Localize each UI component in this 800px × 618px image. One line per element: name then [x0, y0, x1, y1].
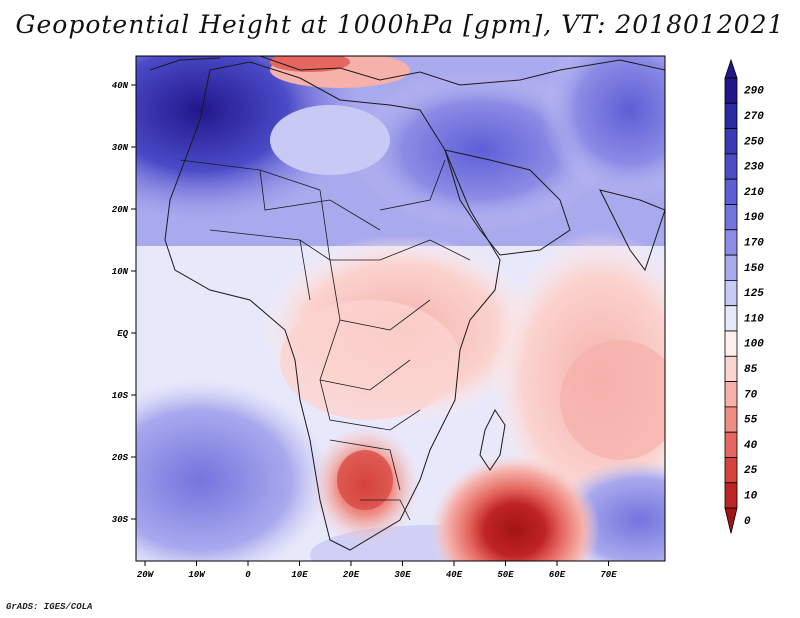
- country-borders: [179, 159, 471, 521]
- colorbar-segment: [724, 406, 738, 433]
- lon-label: 30E: [394, 570, 411, 580]
- colorbar-segment: [724, 431, 738, 458]
- arabia-coastline: [444, 149, 571, 256]
- madagascar-coastline: [479, 409, 506, 471]
- colorbar-label: 150: [744, 263, 764, 275]
- colorbar-label: 230: [744, 162, 764, 174]
- lat-label: 20S: [112, 453, 129, 463]
- colorbar-arrow-top: [724, 58, 738, 79]
- colorbar-segment: [724, 457, 738, 484]
- lat-label: 30N: [112, 143, 129, 153]
- lat-label: 10S: [112, 391, 129, 401]
- colorbar-label: 170: [744, 237, 764, 249]
- map-title: Geopotential Height at 1000hPa [gpm], VT…: [15, 10, 785, 39]
- lon-label: 50E: [497, 570, 514, 580]
- africa-coastline: [164, 61, 501, 551]
- colorbar-label: 70: [744, 389, 758, 401]
- footer-credit: GrADS: IGES/COLA: [6, 602, 93, 612]
- colorbar-label: 250: [744, 136, 764, 148]
- lon-label: 20E: [343, 570, 360, 580]
- india-coastline: [599, 189, 665, 272]
- colorbar-label: 100: [744, 339, 764, 351]
- colorbar-segment: [724, 153, 738, 180]
- lat-axis: 40N 30N 20N 10N EQ 10S 20S 30S: [112, 81, 136, 525]
- colorbar: 2902702502302101901701501251101008570554…: [724, 58, 764, 534]
- colorbar-segment: [724, 77, 738, 104]
- lon-label: 60E: [549, 570, 566, 580]
- colorbar-segment: [724, 128, 738, 155]
- colorbar-label: 190: [744, 212, 764, 224]
- colorbar-label: 25: [744, 465, 758, 477]
- colorbar-segment: [724, 330, 738, 357]
- map-outlines: [149, 56, 665, 551]
- lon-label: 10E: [291, 570, 308, 580]
- colorbar-segment: [724, 279, 738, 307]
- colorbar-label: 125: [744, 288, 764, 300]
- colorbar-label: 55: [744, 415, 758, 427]
- colorbar-segment: [724, 381, 738, 408]
- colorbar-label: 40: [744, 440, 758, 452]
- lat-label: 10N: [112, 267, 129, 277]
- colorbar-segment: [724, 254, 738, 281]
- lon-label: 0: [245, 570, 251, 580]
- colorbar-label: 0: [744, 516, 751, 528]
- colorbar-segment: [724, 178, 738, 205]
- lon-label: 40E: [446, 570, 463, 580]
- colorbar-segment: [724, 229, 738, 256]
- colorbar-segment: [724, 305, 738, 332]
- lon-label: 20W: [137, 570, 155, 580]
- colorbar-label: 85: [744, 364, 758, 376]
- colorbar-segment: [724, 204, 738, 231]
- colorbar-label: 10: [744, 490, 758, 502]
- lat-label: EQ: [117, 329, 128, 339]
- colorbar-label: 290: [744, 86, 764, 98]
- colorbar-label: 270: [744, 111, 764, 123]
- map-field: [136, 56, 665, 561]
- lon-label: 70E: [600, 570, 617, 580]
- colorbar-segment: [724, 102, 738, 130]
- europe-coastline: [149, 56, 665, 86]
- colorbar-segment: [724, 355, 738, 382]
- lat-label: 20N: [112, 205, 129, 215]
- colorbar-segment: [724, 482, 738, 509]
- lon-label: 10W: [188, 570, 206, 580]
- lat-label: 40N: [112, 81, 129, 91]
- lat-label: 30S: [112, 515, 129, 525]
- colorbar-arrow-bottom: [724, 507, 738, 534]
- lon-axis: 20W 10W 0 10E 20E 30E 40E 50E 60E 70E: [137, 561, 617, 580]
- colorbar-label: 210: [744, 187, 764, 199]
- colorbar-label: 110: [744, 313, 764, 325]
- map-frame: [135, 55, 666, 562]
